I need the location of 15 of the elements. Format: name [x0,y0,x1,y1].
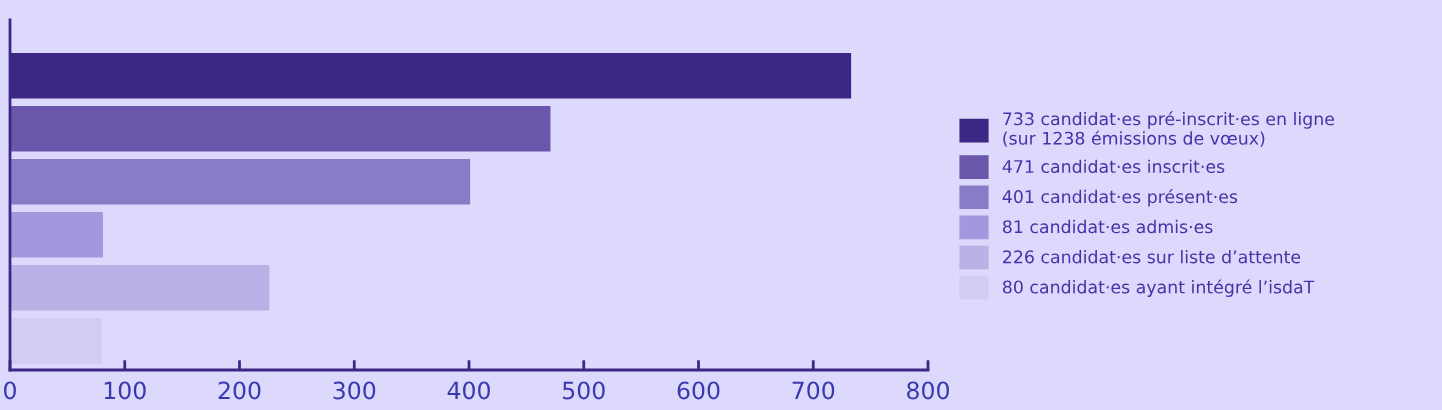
x-tick-label: 200 [218,381,261,400]
x-tick-label: 300 [333,381,376,400]
x-tick-label: 400 [447,381,490,400]
legend-label: 471 candidat·es inscrit·es [1002,159,1225,174]
legend-label: 80 candidat·es ayant intégré l’isdaT [1002,279,1315,297]
legend-label: 81 candidat·es admis·es [1002,219,1213,234]
legend-label: 226 candidat·es sur liste d’attente [1003,249,1301,264]
legend-label: 401 candidat·es présent·es [1002,189,1238,207]
x-tick-label: 100 [104,381,146,400]
x-tick-label: 500 [563,381,605,400]
x-tick-label: 600 [677,381,720,400]
x-tick-label: 700 [792,381,835,400]
x-tick-label: 0 [4,381,16,400]
legend-label: 733 candidat·es pré-inscrit·es en ligne (sur 1238 émissions de vœux) [1003,111,1335,147]
x-tick-label: 800 [907,381,949,400]
